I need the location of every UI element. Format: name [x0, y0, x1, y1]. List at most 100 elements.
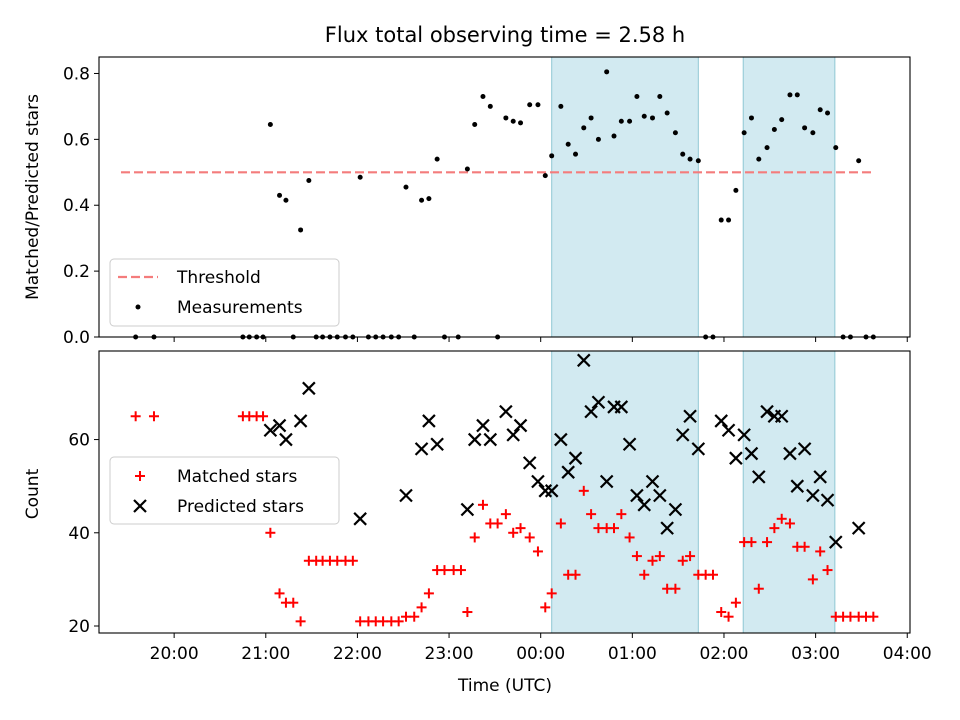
- predicted-star-point: [279, 432, 293, 447]
- bottom-matched-points: [130, 411, 879, 627]
- matched-star-point: [288, 597, 299, 608]
- y-tick-label: 0.6: [63, 130, 90, 150]
- measurement-point: [527, 102, 533, 108]
- matched-star-point: [148, 411, 159, 422]
- measurement-point: [695, 158, 701, 164]
- x-tick-label: 02:00: [699, 644, 748, 664]
- measurement-point: [581, 125, 587, 131]
- x-tick-label: 23:00: [425, 644, 474, 664]
- predicted-star-point: [399, 488, 413, 503]
- matched-star-point: [258, 411, 269, 422]
- legend-matched-swatch: [135, 471, 145, 481]
- measurement-point: [856, 158, 862, 164]
- matched-star-point: [746, 537, 757, 548]
- matched-star-point: [540, 602, 551, 613]
- top-legend: Threshold Measurements: [109, 258, 340, 327]
- measurement-point: [306, 178, 312, 184]
- predicted-star-point: [483, 432, 498, 447]
- predicted-star-point: [760, 404, 774, 419]
- legend-matched-label: Matched stars: [177, 467, 297, 487]
- measurement-point: [472, 122, 478, 128]
- predicted-star-point: [522, 456, 537, 470]
- predicted-star-point: [721, 423, 736, 438]
- matched-star-point: [469, 532, 480, 543]
- shaded-interval-2: [742, 350, 836, 634]
- predicted-star-point: [653, 488, 667, 503]
- predicted-star-point: [531, 474, 545, 489]
- predicted-star-point: [744, 446, 759, 461]
- y-tick-label: 0.2: [63, 262, 90, 282]
- bottom-predicted-points: [263, 353, 866, 549]
- measurement-point: [718, 217, 724, 223]
- matched-star-point: [762, 537, 773, 548]
- legend-threshold-label: Threshold: [176, 268, 261, 288]
- top-legend-box: [109, 258, 340, 327]
- matched-star-point: [815, 546, 826, 557]
- matched-star-point: [492, 518, 503, 529]
- bottom-panel: 20 40 60 20:00 21:00 22:00 23:00 00:00 01:00 02:…: [23, 350, 932, 696]
- predicted-star-point: [263, 423, 278, 438]
- predicted-star-point: [668, 502, 683, 517]
- matched-star-point: [477, 499, 488, 510]
- measurement-point: [298, 227, 304, 233]
- predicted-star-point: [645, 474, 660, 489]
- measurement-point: [549, 153, 555, 159]
- measurement-point: [664, 110, 670, 116]
- legend-predicted-marker: [133, 499, 147, 513]
- matched-star-point: [639, 569, 650, 580]
- x-tick-label: 20:00: [150, 644, 199, 664]
- predicted-star-point: [828, 535, 843, 549]
- measurement-point: [810, 130, 816, 136]
- predicted-star-point: [467, 432, 482, 447]
- measurement-point: [779, 117, 785, 123]
- matched-star-point: [716, 607, 727, 618]
- bottom-shaded-intervals: [551, 350, 836, 634]
- measurement-point: [634, 94, 640, 100]
- matched-star-point: [524, 532, 535, 543]
- measurement-point: [764, 145, 770, 151]
- measurement-point: [741, 130, 747, 136]
- x-tick-label: 01:00: [608, 644, 657, 664]
- predicted-star-point: [414, 442, 429, 456]
- measurement-point: [794, 92, 800, 98]
- x-tick-label: 21:00: [241, 644, 290, 664]
- predicted-star-point: [506, 428, 520, 442]
- measurement-point: [480, 94, 486, 100]
- measurement-point: [756, 156, 762, 162]
- matched-star-point: [295, 616, 306, 627]
- predicted-star-point: [302, 381, 316, 396]
- matched-star-point: [393, 616, 404, 627]
- measurement-point: [573, 151, 579, 157]
- matched-star-point: [730, 597, 741, 608]
- measurement-point: [403, 184, 409, 190]
- y-tick-label: 20: [68, 617, 90, 637]
- predicted-star-point: [476, 418, 490, 433]
- matched-star-point: [515, 523, 526, 534]
- matched-star-point: [776, 513, 787, 524]
- x-tick-label: 22:00: [333, 644, 382, 664]
- chart-title: Flux total observing time = 2.58 h: [325, 23, 685, 47]
- matched-star-point: [462, 607, 473, 618]
- predicted-star-point: [630, 488, 644, 503]
- predicted-star-point: [820, 493, 835, 507]
- shaded-interval-1: [551, 56, 699, 338]
- matched-star-point: [439, 565, 450, 576]
- matched-star-point: [677, 555, 688, 566]
- measurement-point: [283, 197, 289, 203]
- measurement-point: [817, 107, 823, 113]
- measurement-point: [267, 122, 273, 128]
- predicted-star-point: [599, 474, 614, 489]
- predicted-star-point: [422, 414, 436, 428]
- measurement-point: [518, 120, 524, 126]
- bottom-y-ticks: 20 40 60: [68, 431, 99, 637]
- measurement-point: [510, 118, 516, 124]
- predicted-star-point: [460, 502, 475, 517]
- predicted-star-point: [851, 521, 866, 535]
- measurement-point: [649, 115, 655, 121]
- predicted-star-point: [576, 353, 591, 368]
- measurement-point: [825, 110, 831, 116]
- measurement-point: [487, 103, 493, 109]
- measurement-point: [277, 192, 283, 198]
- measurement-point: [657, 94, 663, 100]
